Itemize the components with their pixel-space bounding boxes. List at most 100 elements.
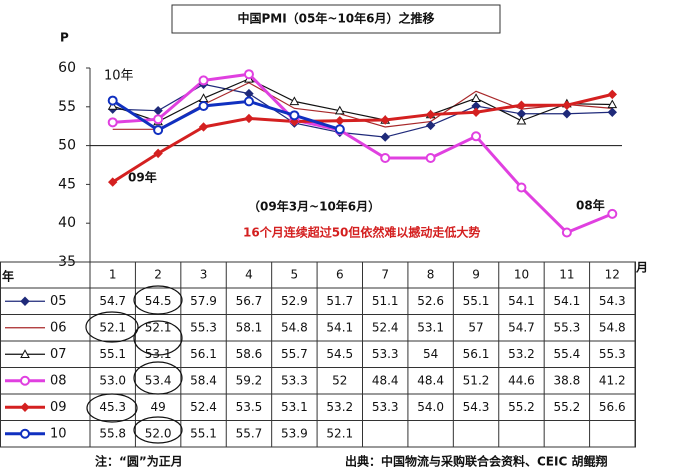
marker	[516, 100, 527, 110]
marker	[153, 148, 163, 159]
note: 注：“圆”为正月	[95, 454, 183, 469]
highlight-circle	[85, 311, 139, 343]
table-cell: 52.0	[145, 426, 172, 440]
marker	[198, 75, 209, 86]
highlight-circle	[133, 416, 183, 444]
series-line	[111, 92, 613, 184]
marker	[334, 105, 345, 115]
table-cell: 52.9	[281, 294, 308, 308]
table-cell: 51.7	[326, 294, 353, 308]
column-header: 5	[291, 268, 299, 282]
marker	[107, 117, 118, 128]
highlight-circle	[133, 285, 183, 315]
table-cell: 38.8	[554, 373, 581, 387]
marker	[153, 105, 163, 116]
table-cell: 54.7	[508, 320, 535, 334]
y-label: P	[60, 31, 69, 45]
marker	[471, 93, 481, 102]
marker	[198, 122, 209, 132]
y-tick-label: 45	[58, 176, 76, 192]
marker	[244, 113, 254, 124]
table-cell: 55.7	[236, 426, 263, 440]
title-box	[171, 4, 501, 34]
table-cell: 55.4	[554, 347, 581, 361]
table-cell: 59.2	[236, 373, 263, 387]
marker	[380, 115, 390, 125]
table-cell: 54.5	[145, 294, 172, 308]
marker	[425, 153, 436, 164]
table-cell: 55.3	[554, 320, 581, 334]
table-cell: 54.5	[326, 347, 353, 361]
annotation: 16个月连续超过50但依然难以撼动走低大势	[243, 225, 480, 240]
marker	[108, 177, 118, 187]
column-header: 6	[336, 268, 344, 282]
table-cell: 53.1	[281, 400, 308, 414]
marker	[20, 375, 30, 386]
table-cell: 53.2	[508, 347, 535, 361]
table-cell: 56.1	[190, 347, 217, 361]
marker	[20, 296, 30, 306]
table-cell: 54.8	[281, 320, 308, 334]
table-cell: 54.8	[599, 320, 626, 334]
column-header: 12	[605, 268, 620, 282]
marker	[20, 349, 30, 358]
marker	[607, 99, 618, 109]
marker	[516, 182, 527, 193]
table-cell: 54	[423, 347, 438, 361]
table-cell: 52.4	[190, 400, 217, 414]
table-cell: 54.3	[599, 294, 626, 308]
table-cell: 41.2	[599, 373, 626, 387]
table-cell: 53.4	[145, 373, 172, 387]
marker	[20, 428, 30, 439]
table-cell: 48.4	[372, 373, 399, 387]
row-header: 年	[2, 269, 14, 284]
table-cell: 55.2	[508, 400, 535, 414]
table-cell: 53.1	[417, 320, 444, 334]
legend-label: 09	[50, 400, 67, 415]
table-cell: 52.1	[326, 426, 353, 440]
table-cell: 58.1	[236, 320, 263, 334]
table-cell: 55.8	[99, 426, 126, 440]
table-cell: 52	[332, 373, 347, 387]
marker	[380, 153, 391, 164]
marker	[289, 96, 300, 106]
chart-title: 中国PMI（05年~10年6月）之推移	[237, 11, 434, 26]
table-cell: 54.1	[508, 294, 535, 308]
y-tick-label: 40	[58, 215, 76, 231]
marker	[198, 101, 209, 112]
marker	[380, 132, 390, 142]
highlight-circle	[86, 393, 138, 423]
table-cell: 57.9	[190, 294, 217, 308]
table-cell: 51.1	[372, 294, 399, 308]
table-cell: 55.2	[554, 400, 581, 414]
table-cell: 51.2	[463, 373, 490, 387]
legend-label: 10	[50, 426, 67, 441]
table-cell: 56.6	[599, 400, 626, 414]
marker	[607, 89, 617, 100]
table-cell: 48.4	[417, 373, 444, 387]
table-cell: 53.2	[326, 400, 353, 414]
note: 出典：中国物流与采购联合会资料、CEIC 胡鲲翔	[345, 454, 607, 469]
marker	[289, 110, 300, 121]
table-cell: 53.3	[281, 373, 308, 387]
y-tick-label: 50	[58, 138, 76, 154]
marker	[153, 114, 164, 125]
marker	[335, 116, 345, 126]
marker	[425, 109, 436, 120]
marker	[107, 95, 118, 106]
marker	[562, 109, 572, 119]
column-header: 3	[200, 268, 208, 282]
annotation: （09年3月~10年6月）	[248, 199, 380, 214]
marker	[198, 93, 209, 102]
table-cell: 55.7	[281, 347, 308, 361]
annotation: 10年	[104, 69, 134, 84]
highlight-circle	[133, 361, 183, 395]
table-cell: 54.1	[326, 320, 353, 334]
marker	[107, 100, 118, 110]
table-cell: 58.6	[236, 347, 263, 361]
y-tick-label: 60	[58, 60, 76, 76]
table-cell: 55.3	[599, 347, 626, 361]
